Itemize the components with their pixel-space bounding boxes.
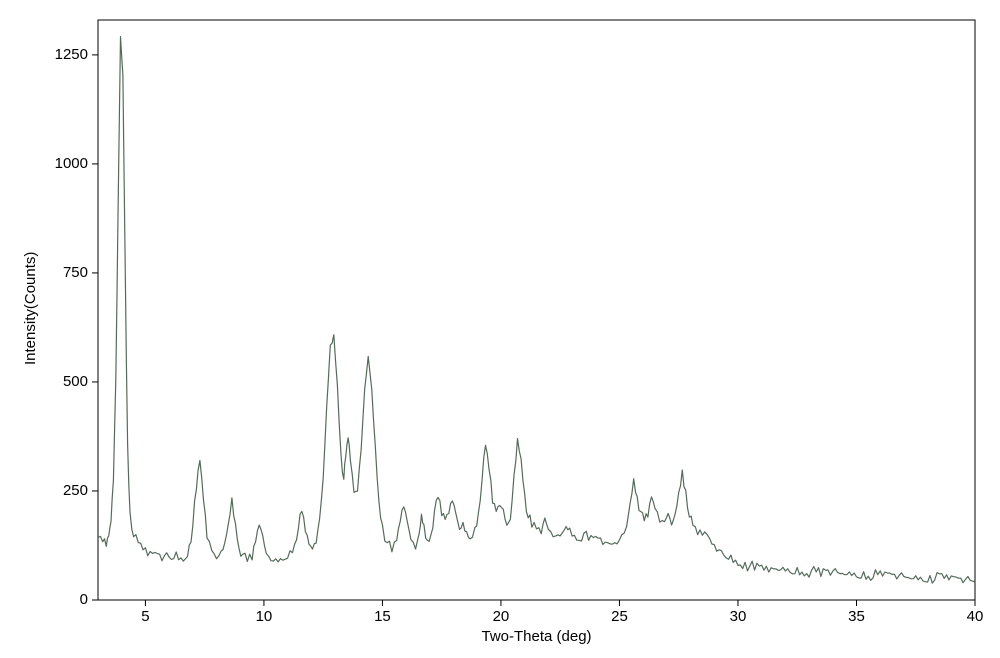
y-tick-label: 1250	[28, 46, 88, 63]
x-tick-label: 20	[481, 608, 521, 625]
y-tick-label: 500	[28, 373, 88, 390]
x-tick-label: 10	[244, 608, 284, 625]
x-tick-label: 25	[599, 608, 639, 625]
chart-svg	[0, 0, 1000, 658]
x-tick-label: 30	[718, 608, 758, 625]
x-tick-label: 15	[362, 608, 402, 625]
x-tick-label: 40	[955, 608, 995, 625]
x-axis-label: Two-Theta (deg)	[482, 628, 592, 645]
x-tick-label: 35	[836, 608, 876, 625]
y-tick-label: 0	[28, 591, 88, 608]
y-tick-label: 250	[28, 482, 88, 499]
xrd-chart: Intensity(Counts) Two-Theta (deg) 025050…	[0, 0, 1000, 658]
y-tick-label: 1000	[28, 155, 88, 172]
x-tick-label: 5	[125, 608, 165, 625]
y-tick-label: 750	[28, 264, 88, 281]
